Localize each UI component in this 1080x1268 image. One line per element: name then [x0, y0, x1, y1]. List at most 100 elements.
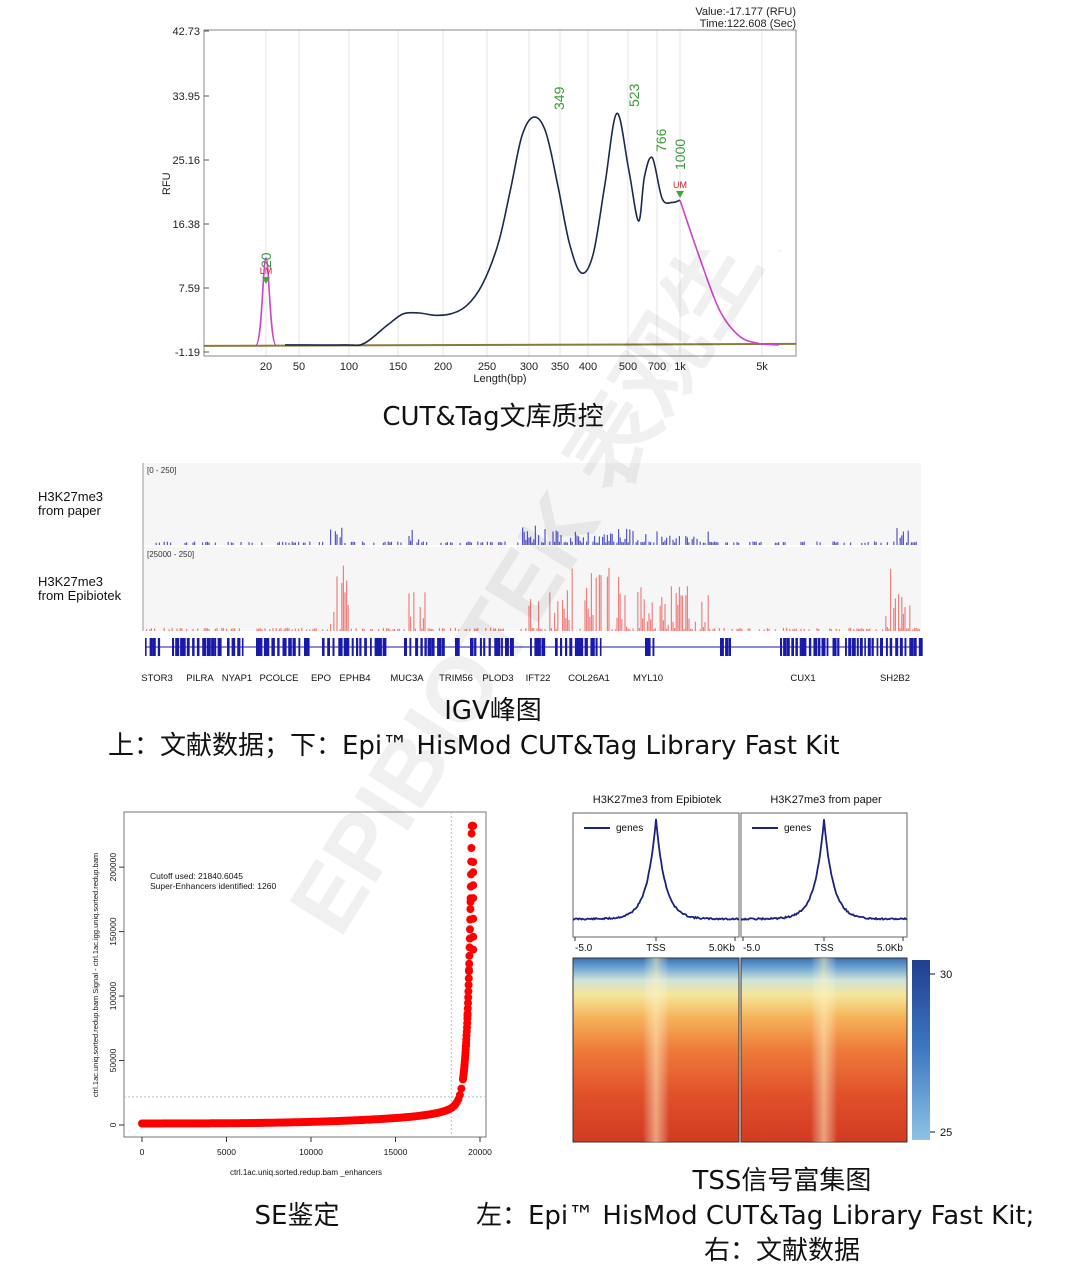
- igv-track2-bar: [680, 595, 682, 631]
- igv-exon: [817, 638, 821, 656]
- igv-track2-bar: [640, 587, 642, 631]
- igv-track2-bar: [298, 628, 300, 631]
- igv-track2-bar: [549, 592, 551, 631]
- fa-x-tick-label: 400: [579, 361, 597, 373]
- igv-exon: [851, 638, 856, 656]
- igv-track1-bar: [408, 536, 410, 545]
- igv-track1-bar: [843, 542, 845, 545]
- igv-track2-bar: [667, 624, 669, 631]
- igv-track1-bar: [621, 542, 623, 545]
- se-point: [469, 821, 478, 830]
- igv-track2-bar: [494, 628, 496, 631]
- igv-track2-bar: [150, 628, 152, 631]
- igv-track1-bar: [208, 542, 210, 545]
- igv-track2-bar: [712, 628, 714, 631]
- igv-exon: [574, 638, 579, 656]
- igv-track2-bar: [309, 629, 311, 631]
- igv-exon: [455, 638, 459, 656]
- igv-track1-bar: [501, 542, 503, 545]
- igv-track1-bar: [384, 541, 386, 545]
- igv-track1-bar: [758, 542, 760, 545]
- igv-exon: [899, 638, 903, 656]
- igv-track2-bar: [704, 622, 706, 631]
- fa-x-axis-label: Length(bp): [473, 373, 526, 385]
- igv-track1-bar: [192, 542, 194, 545]
- igv-track1-bar: [622, 542, 624, 545]
- igv-track2-bar: [429, 628, 431, 631]
- igv-track2-bar: [520, 629, 522, 631]
- igv-track2-bar: [838, 629, 840, 631]
- igv-track2-bar: [611, 629, 613, 631]
- igv-track1-bar: [867, 542, 869, 545]
- igv-track1-bar: [334, 531, 336, 545]
- igv-gene-label: STOR3: [141, 673, 173, 684]
- igv-track1-bar: [341, 527, 343, 545]
- igv-track2-bar: [893, 607, 895, 631]
- igv-track1-bar: [912, 542, 914, 545]
- igv-track1-bar: [558, 541, 560, 545]
- igv-track1-bar: [832, 541, 834, 545]
- igv-track2-bar: [786, 627, 788, 631]
- se-y-tick-label: 0: [108, 1122, 118, 1127]
- igv-track2-bar: [216, 627, 218, 631]
- igv-exon: [370, 638, 372, 656]
- igv-exon: [595, 638, 598, 656]
- igv-track1-bar: [629, 529, 631, 545]
- igv-track1-bar: [389, 542, 391, 545]
- se-y-tick-label: 100000: [108, 982, 118, 1011]
- igv-track2-bar: [637, 592, 639, 631]
- igv-exon: [871, 638, 874, 656]
- igv-track1-bar: [578, 536, 580, 545]
- igv-exon: [483, 638, 486, 656]
- igv-track2-bar: [294, 628, 296, 631]
- igv-exon: [420, 638, 423, 656]
- igv-track2-bar: [258, 628, 260, 631]
- igv-track2-bar: [618, 577, 620, 631]
- igv-track1-bar: [533, 539, 535, 545]
- igv-track2-bar: [530, 599, 532, 631]
- igv-track1-bar: [819, 542, 821, 545]
- igv-track2-bar: [850, 627, 852, 631]
- igv-track1-bar: [490, 542, 492, 545]
- igv-track1-bar: [552, 531, 554, 545]
- igv-track1-bar: [523, 531, 525, 545]
- se-point: [464, 999, 472, 1008]
- igv-track1-bar: [570, 537, 572, 545]
- igv-exon: [437, 638, 442, 656]
- igv-track2-bar: [371, 629, 373, 631]
- igv-track2-bar: [589, 616, 591, 631]
- igv-track2-bar: [709, 628, 711, 631]
- igv-track1-bar: [517, 542, 519, 545]
- igv-track1-bar: [752, 541, 754, 545]
- fa-x-tick-label: 200: [434, 361, 452, 373]
- fa-y-tick-label: -1.19: [175, 347, 200, 359]
- igv-exon: [876, 638, 879, 656]
- igv-exon: [859, 638, 863, 656]
- igv-exon: [856, 638, 859, 656]
- igv-track2-bar: [389, 629, 391, 631]
- tss-caption: TSS信号富集图: [692, 1166, 872, 1196]
- igv-track1-bar: [318, 542, 320, 545]
- igv-track2-bar: [222, 628, 224, 631]
- se-x-tick-label: 20000: [468, 1147, 492, 1157]
- igv-track2-bar: [587, 608, 589, 631]
- igv-track2-bar: [278, 628, 280, 631]
- igv-exon: [728, 638, 731, 656]
- igv-track1-bar: [784, 542, 786, 545]
- igv-track1-bar: [714, 541, 716, 545]
- se-point: [469, 858, 478, 866]
- igv-track2-bar: [867, 629, 869, 631]
- fa-upper-marker-label: UM: [673, 180, 687, 190]
- se-x-axis-label: ctrl.1ac.uniq.sorted.redup.bam _enhancer…: [230, 1168, 382, 1177]
- igv-track2-bar: [283, 628, 285, 631]
- igv-exon: [157, 638, 161, 656]
- igv-exon: [202, 638, 207, 656]
- igv-track1-bar: [760, 541, 762, 545]
- igv-track2-bar: [899, 628, 901, 631]
- igv-track1-bar: [675, 538, 677, 545]
- igv-track1-bar: [736, 542, 738, 545]
- igv-track2-bar: [738, 628, 740, 631]
- igv-exon: [237, 638, 241, 656]
- igv-track1-bar: [861, 542, 863, 545]
- igv-track2-bar: [763, 629, 765, 631]
